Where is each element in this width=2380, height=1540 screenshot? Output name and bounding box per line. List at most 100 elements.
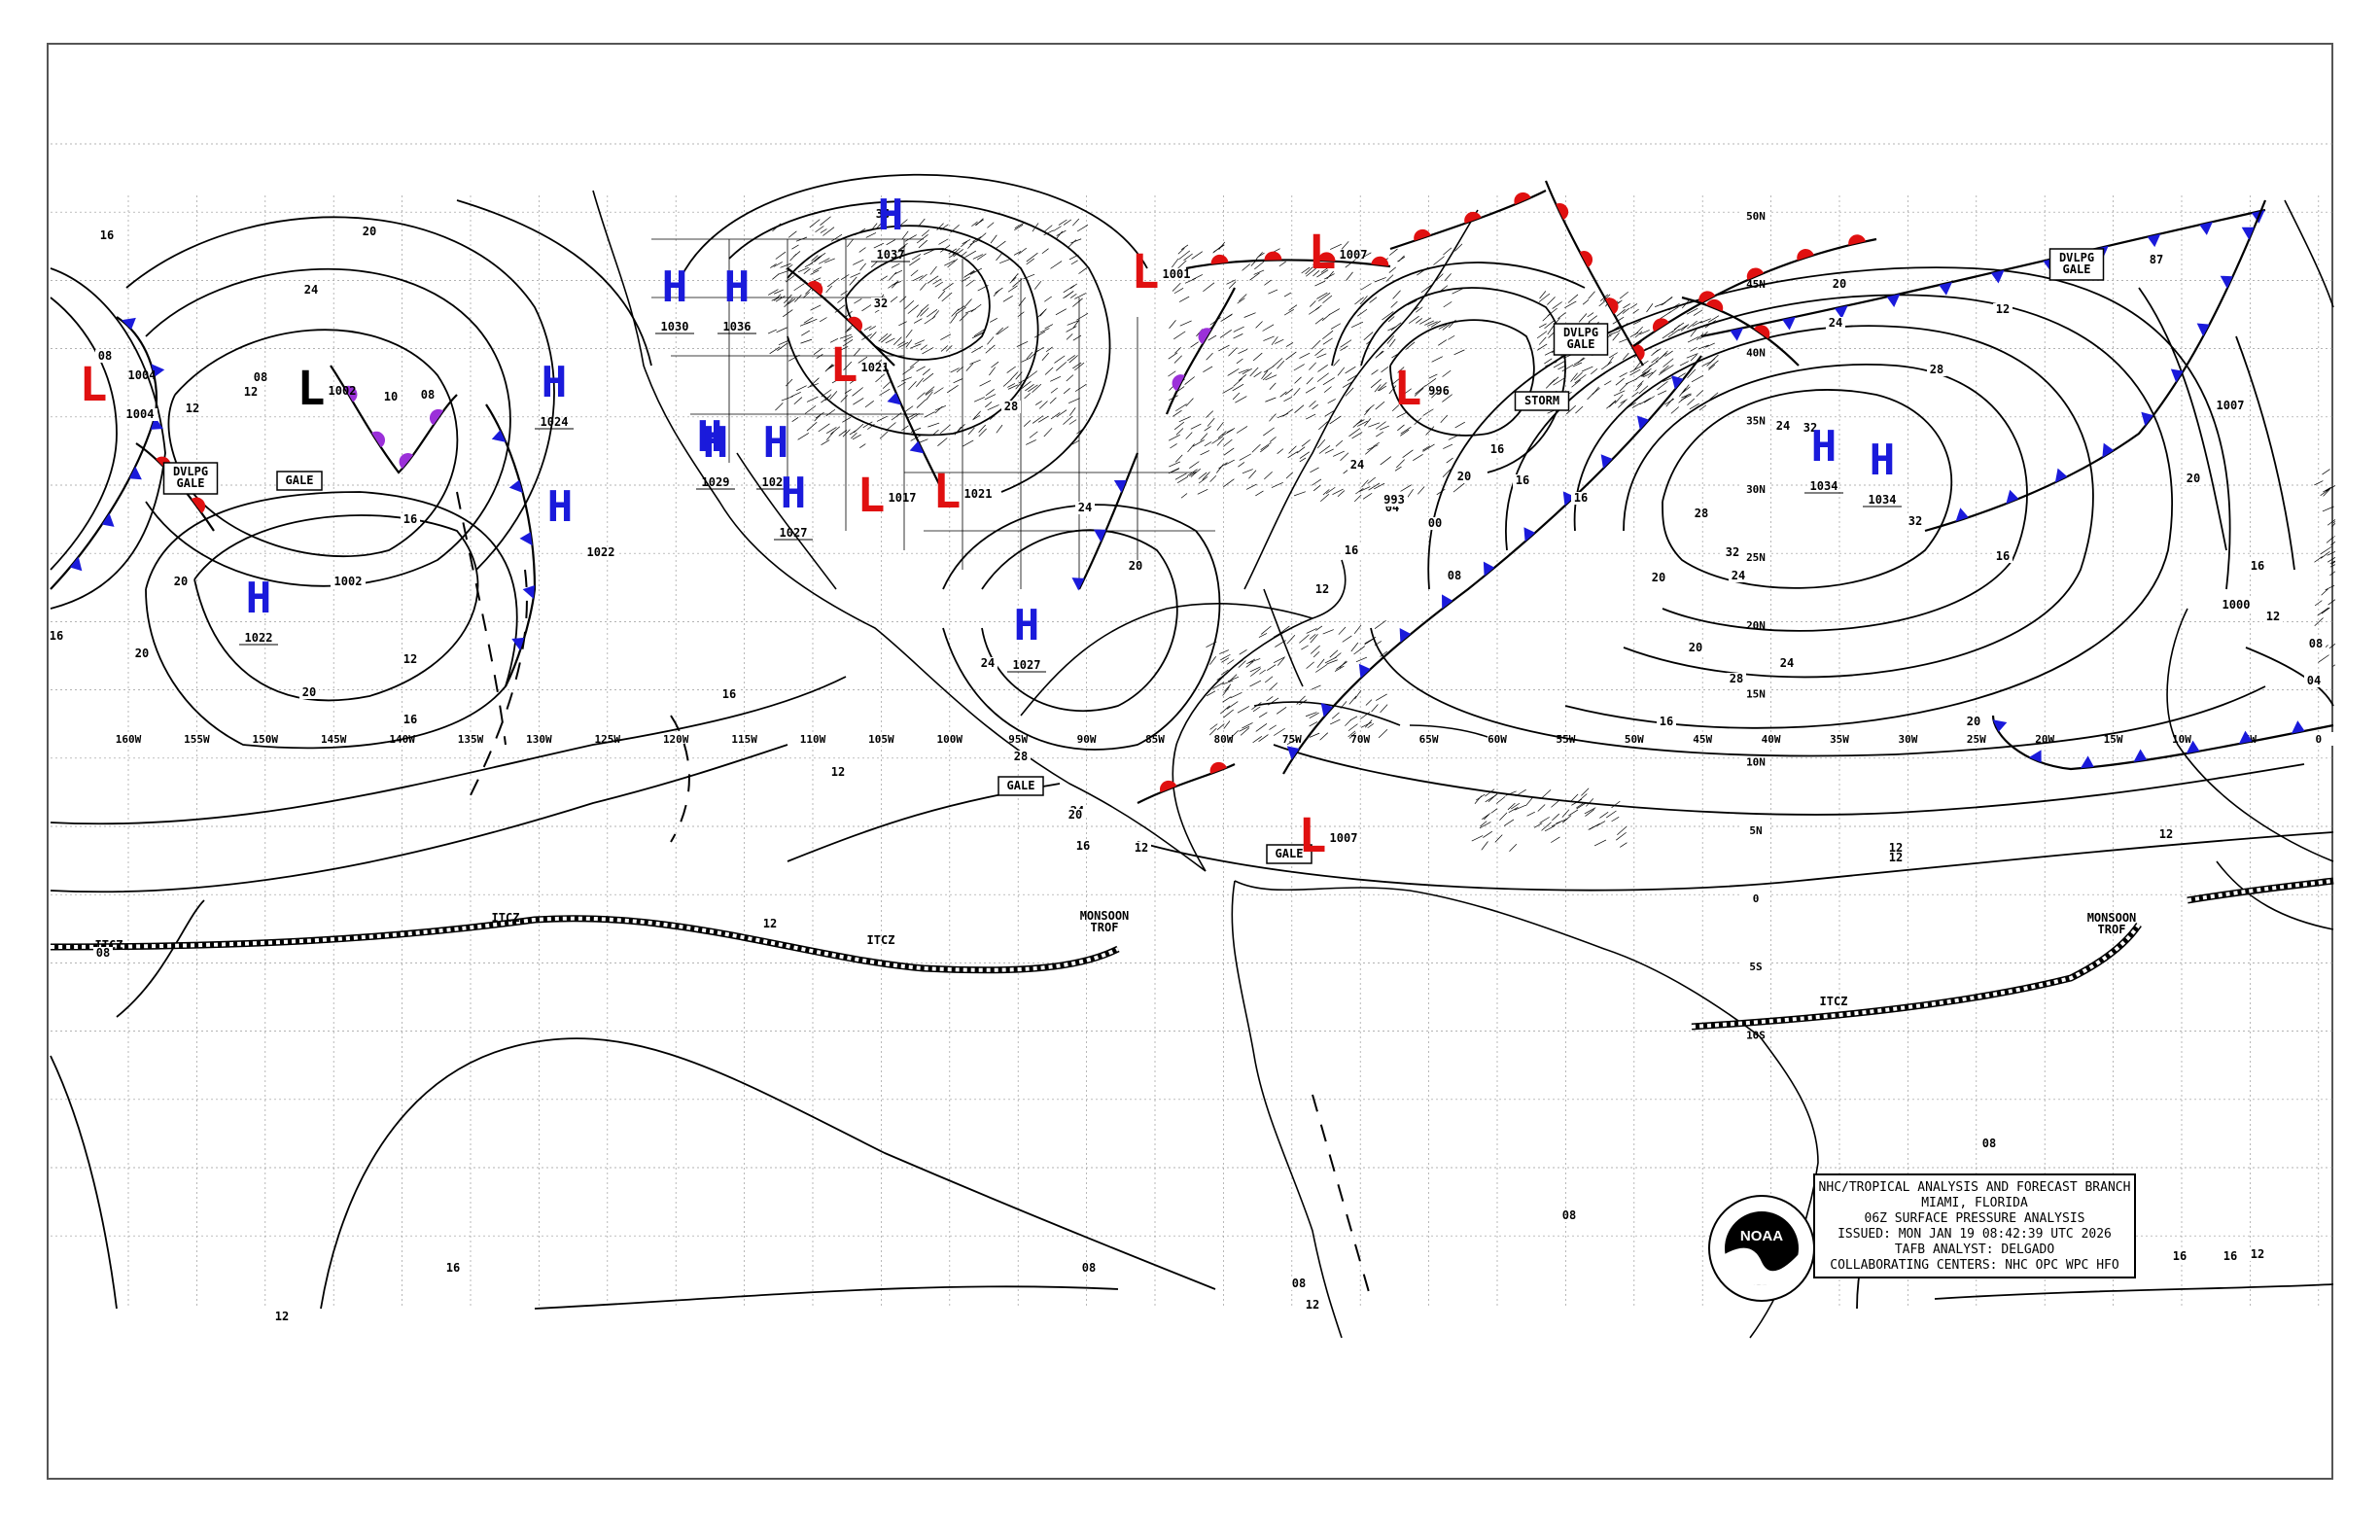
warm-front-bump xyxy=(1631,344,1645,361)
low-pressure-value: 1017 xyxy=(889,491,917,505)
isobar xyxy=(116,899,205,1018)
isobar-label: 20 xyxy=(174,575,188,588)
occluded-front-bump xyxy=(343,385,358,402)
isobar-label: 16 xyxy=(1660,715,1673,728)
high-pressure-center: H xyxy=(697,412,723,462)
low-pressure-value: 1004 xyxy=(128,368,157,382)
warm-front xyxy=(1389,190,1547,251)
isobar-label-bg xyxy=(1657,716,1676,728)
low-pressure-value: 1007 xyxy=(1330,831,1358,845)
itcz-band-inner xyxy=(50,916,1119,972)
warm-front-bump xyxy=(191,497,206,513)
warning-box xyxy=(1553,323,1609,356)
high-pressure-center: H xyxy=(724,262,751,312)
lon-label: 60W xyxy=(1488,733,1507,746)
isobar-label-bg xyxy=(760,918,780,930)
warm-front-bump xyxy=(847,316,863,332)
high-pressure-center: H xyxy=(1811,422,1838,472)
isobar-label-bg xyxy=(97,229,117,242)
isobar-label: 12 xyxy=(1306,1298,1319,1312)
isobar-label-bg xyxy=(272,1311,292,1323)
itcz-band-inner xyxy=(1691,923,2141,1029)
warm-front xyxy=(787,267,895,367)
info-line-5: TAFB ANALYST: DELGADO xyxy=(1895,1242,2055,1257)
warm-front-bump xyxy=(1464,211,1482,224)
isobar-label-bg xyxy=(2156,828,2176,841)
info-box: NHC/TROPICAL ANALYSIS AND FORECAST BRANC… xyxy=(1813,1173,2136,1278)
warm-front-bump xyxy=(1209,761,1228,775)
cold-front-barb xyxy=(1671,375,1684,390)
cold-front-barb xyxy=(1523,527,1536,542)
low-pressure-value: 1021 xyxy=(964,487,993,501)
isobar-label: 1002 xyxy=(334,575,363,588)
cold-front-barb xyxy=(511,637,525,651)
isobar-label-bg xyxy=(1571,492,1591,505)
isobar-label: 24 xyxy=(1732,569,1745,582)
lon-label: 155W xyxy=(184,733,210,746)
warm-front-bump xyxy=(1160,780,1177,793)
lat-label: 50N xyxy=(1746,210,1766,223)
lon-label: 70W xyxy=(1350,733,1370,746)
cold-front-barb xyxy=(1399,627,1412,643)
isobar-label-bg xyxy=(1312,583,1332,596)
isobar-label: 08 xyxy=(2309,637,2323,650)
isobar-label: 08 xyxy=(96,946,110,960)
high-pressure-center: H xyxy=(763,418,789,468)
isobar xyxy=(534,1285,1119,1310)
warning-box xyxy=(1514,391,1570,411)
isobar-label-bg xyxy=(2263,611,2283,623)
isobar-label-bg xyxy=(1454,471,1474,483)
cold-front-barb xyxy=(122,317,136,331)
isobar-label-bg xyxy=(871,298,891,310)
isobar-label-bg xyxy=(1692,508,1711,520)
lon-label: 105W xyxy=(868,733,894,746)
isobar-label-bg xyxy=(1559,1209,1579,1222)
low-pressure-center: L xyxy=(80,358,108,412)
isobar-label-bg xyxy=(1303,1299,1322,1312)
isobar-label: 20 xyxy=(1129,559,1142,573)
warm-front xyxy=(1632,237,1877,347)
isobar-label-bg xyxy=(1513,474,1532,487)
lon-label: 15W xyxy=(2104,733,2123,746)
isobar-label-bg xyxy=(49,630,66,643)
isobar-label-bg xyxy=(1993,303,2012,316)
isobar-label: 28 xyxy=(1730,672,1743,685)
warning-label: DVLPG GALE xyxy=(173,465,208,490)
isobar-label: 12 xyxy=(831,765,845,779)
cold-front-barb xyxy=(1071,578,1085,591)
isobar xyxy=(50,1055,118,1310)
isobar-label-bg xyxy=(1830,278,1849,291)
high-pressure-center: H xyxy=(547,482,574,532)
isobars xyxy=(50,173,2334,1310)
isobar-label-bg xyxy=(1488,443,1507,456)
low-pressure-center: L xyxy=(1299,809,1327,863)
isobar-label-bg xyxy=(1826,317,1845,330)
isobar-label: 08 xyxy=(1562,1208,1576,1222)
isobar-label-bg xyxy=(1906,515,1925,528)
lon-label: 100W xyxy=(937,733,963,746)
cold-front-barb xyxy=(1093,529,1106,542)
isobar xyxy=(50,744,788,893)
isobar-label: 28 xyxy=(1695,507,1708,520)
feature-label: ITCZ xyxy=(867,933,895,947)
cold-front-barb xyxy=(2102,442,2115,458)
isobar-label-bg xyxy=(301,284,321,297)
isobar xyxy=(456,199,652,367)
isobar-label-bg xyxy=(1011,751,1031,763)
noaa-logo-text: NOAA xyxy=(1740,1228,1783,1244)
cold-front-barb xyxy=(1730,328,1744,341)
isobar-label-bg xyxy=(122,408,158,421)
isobar-label-bg xyxy=(2170,1250,2189,1263)
lon-label: 85W xyxy=(1145,733,1165,746)
isobar-label-bg xyxy=(2213,400,2248,412)
lon-label: 115W xyxy=(731,733,757,746)
feature-label: ITCZ xyxy=(1820,995,1848,1008)
warm-front-bump xyxy=(807,280,823,296)
warning-label: GALE xyxy=(1276,847,1304,860)
isobar-label: 1004 xyxy=(126,407,155,421)
map-labels: DVLPG GALE GALE DVLPG GALE DVLPG GALE STORM GALE… xyxy=(49,207,2326,1323)
chart-frame: 160W 155W 150W 145W 140W 135W 130W 125W 120W 115W… xyxy=(47,43,2335,1480)
high-pressure-center: H xyxy=(246,574,272,623)
isobar-label: 08 xyxy=(1292,1277,1306,1290)
warm-front-bump xyxy=(1514,192,1531,205)
